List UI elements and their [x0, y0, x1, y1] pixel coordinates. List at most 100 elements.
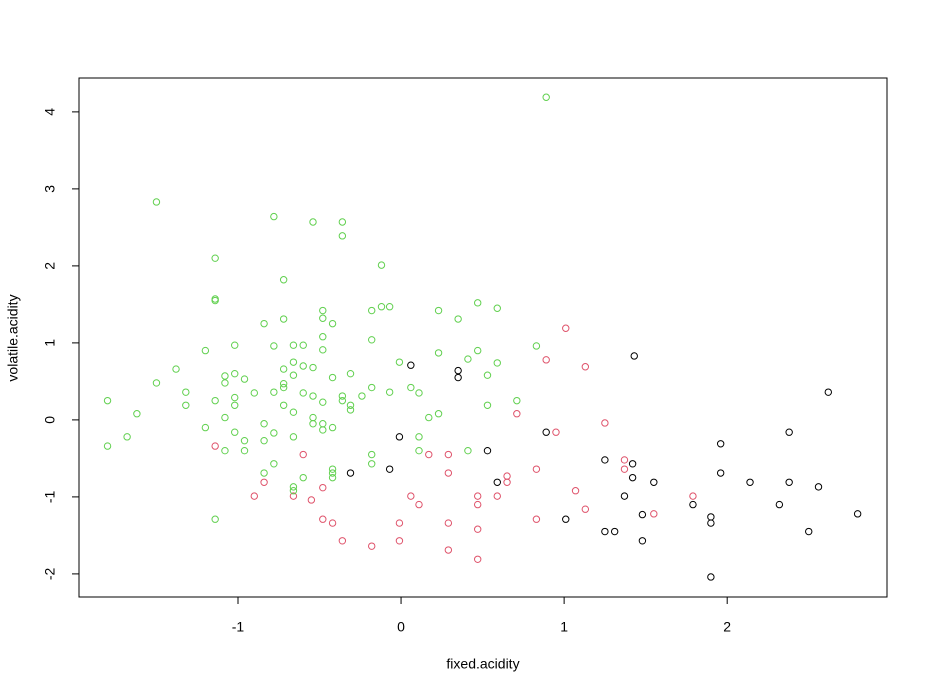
point: [172, 365, 180, 373]
point: [319, 398, 327, 406]
point: [328, 465, 337, 473]
point: [338, 392, 347, 400]
point: [454, 366, 462, 375]
point: [581, 363, 590, 371]
point: [601, 419, 609, 427]
point: [474, 299, 482, 307]
point: [309, 218, 317, 226]
point: [377, 302, 386, 311]
point: [270, 429, 278, 437]
x-tick-label: -1: [232, 619, 245, 635]
point: [385, 302, 394, 311]
point: [415, 389, 423, 397]
point: [474, 555, 482, 563]
point: [630, 352, 638, 360]
point: [211, 515, 219, 523]
point: [270, 212, 278, 221]
point: [270, 460, 278, 468]
point: [444, 469, 453, 477]
point: [182, 388, 190, 396]
point: [211, 442, 219, 450]
point: [571, 487, 580, 495]
point: [346, 401, 355, 409]
point: [620, 456, 629, 464]
point: [601, 456, 609, 464]
point: [368, 450, 376, 459]
point: [260, 420, 268, 428]
point: [250, 492, 258, 500]
point: [201, 423, 210, 432]
point: [483, 446, 492, 455]
y-tick-label: 1: [42, 339, 58, 347]
point: [650, 510, 658, 518]
point: [182, 401, 190, 409]
point: [307, 496, 316, 504]
point: [542, 428, 550, 436]
point: [240, 436, 249, 445]
point: [279, 276, 288, 284]
point: [328, 473, 337, 482]
point: [562, 324, 570, 332]
point: [328, 519, 337, 527]
point: [464, 446, 472, 455]
point: [814, 483, 823, 491]
point: [319, 420, 327, 428]
point: [532, 515, 541, 523]
point: [785, 478, 793, 486]
plot-frame: [78, 77, 888, 598]
point: [123, 433, 131, 441]
point: [707, 573, 715, 581]
point: [260, 469, 268, 477]
point: [319, 346, 327, 354]
y-axis-label: volatile.acidity: [5, 294, 21, 381]
point: [532, 342, 541, 350]
point: [707, 519, 715, 527]
point: [785, 428, 793, 436]
point: [368, 383, 376, 392]
y-tick-label: -2: [42, 567, 58, 580]
point: [620, 465, 629, 473]
y-tick-label: 3: [42, 185, 58, 193]
point: [542, 356, 550, 364]
point: [309, 363, 317, 372]
point: [211, 396, 219, 405]
point: [279, 365, 288, 373]
point: [231, 341, 239, 349]
point: [231, 428, 239, 436]
point: [328, 469, 337, 477]
point: [395, 519, 404, 527]
point: [211, 296, 219, 305]
point: [650, 478, 658, 486]
point: [279, 315, 288, 323]
point: [309, 392, 317, 400]
point: [474, 525, 482, 533]
point: [319, 483, 327, 492]
point: [503, 472, 511, 480]
point: [211, 254, 219, 262]
point: [638, 537, 647, 545]
point: [620, 492, 629, 500]
point: [250, 389, 258, 397]
point: [407, 361, 415, 369]
point: [368, 306, 376, 315]
point: [532, 465, 541, 473]
point: [483, 401, 492, 409]
point: [103, 442, 112, 450]
point: [289, 341, 298, 349]
point: [493, 478, 501, 486]
point: [289, 492, 298, 500]
point: [415, 446, 423, 455]
point: [493, 304, 501, 312]
point: [824, 388, 832, 396]
point: [338, 396, 347, 405]
point: [454, 373, 462, 382]
point: [454, 315, 462, 323]
y-tick-label: 2: [42, 262, 58, 270]
point: [309, 413, 317, 422]
x-tick-label: 1: [560, 619, 568, 635]
point: [853, 510, 862, 518]
point: [493, 359, 501, 367]
point: [289, 483, 298, 491]
point: [289, 408, 298, 416]
